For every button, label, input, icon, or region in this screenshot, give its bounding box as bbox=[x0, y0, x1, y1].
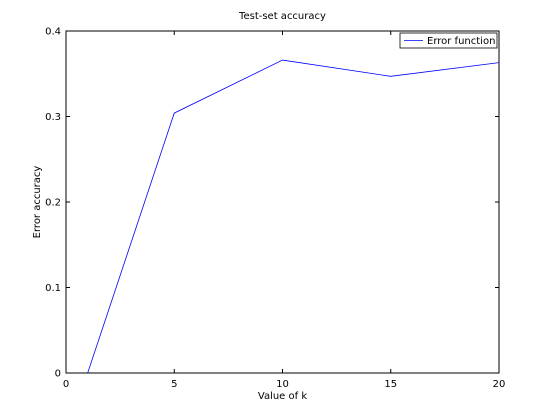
x-axis-label: Value of k bbox=[258, 391, 307, 402]
data-point bbox=[389, 75, 392, 78]
x-tick-label: 5 bbox=[171, 379, 177, 390]
data-point bbox=[86, 372, 89, 375]
chart-title: Test-set accuracy bbox=[238, 11, 326, 22]
x-tick-label: 15 bbox=[384, 379, 397, 390]
legend-box bbox=[399, 32, 498, 49]
y-tick-label: 0.4 bbox=[45, 27, 61, 38]
x-tick-label: 10 bbox=[276, 379, 289, 390]
series-layer bbox=[86, 59, 501, 375]
y-axis-label: Error accuracy bbox=[32, 166, 43, 239]
y-tick-label: 0.1 bbox=[45, 283, 61, 294]
x-tick-label: 0 bbox=[63, 379, 69, 390]
y-tick-label: 0 bbox=[55, 369, 61, 380]
y-tick-label: 0.3 bbox=[45, 112, 61, 123]
x-tick-label: 20 bbox=[493, 379, 506, 390]
data-point bbox=[281, 59, 284, 62]
data-point bbox=[498, 61, 501, 64]
legend-label: Error function bbox=[427, 36, 495, 47]
legend: Error function bbox=[399, 32, 498, 49]
series-line bbox=[87, 59, 500, 374]
y-tick-label: 0.2 bbox=[45, 198, 61, 209]
axis-ticks: 0 5 10 15 20 0 0.1 0.2 0.3 0.4 bbox=[45, 27, 505, 391]
data-point bbox=[173, 112, 176, 115]
plot-area bbox=[65, 30, 500, 374]
